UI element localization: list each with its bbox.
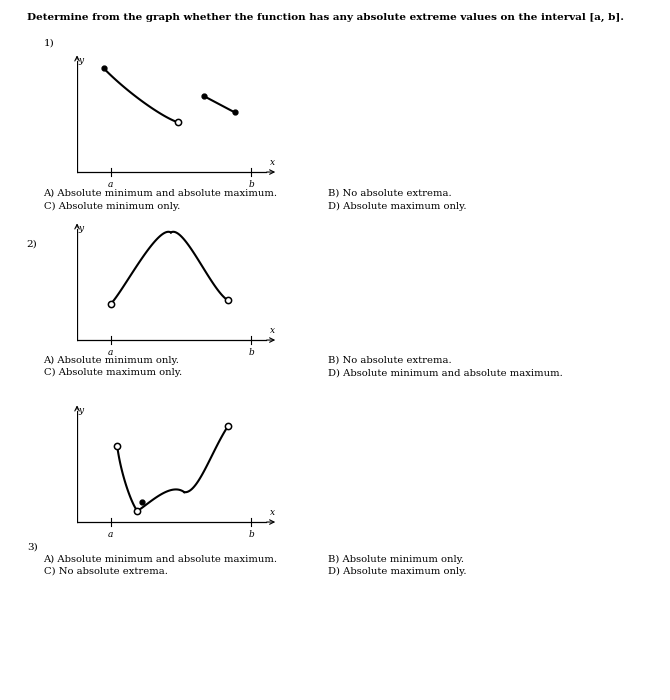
Text: D) Absolute maximum only.: D) Absolute maximum only. <box>328 567 467 576</box>
Text: B) Absolute minimum only.: B) Absolute minimum only. <box>328 554 464 564</box>
Text: x: x <box>270 508 275 517</box>
Text: Determine from the graph whether the function has any absolute extreme values on: Determine from the graph whether the fun… <box>27 13 624 22</box>
Text: b: b <box>249 181 254 190</box>
Text: x: x <box>270 326 275 335</box>
Text: C) No absolute extrema.: C) No absolute extrema. <box>44 567 168 576</box>
Text: A) Absolute minimum and absolute maximum.: A) Absolute minimum and absolute maximum… <box>44 554 277 564</box>
Text: x: x <box>270 158 275 167</box>
Text: a: a <box>108 181 113 190</box>
Text: B) No absolute extrema.: B) No absolute extrema. <box>328 189 452 198</box>
Text: B) No absolute extrema.: B) No absolute extrema. <box>328 356 452 365</box>
Text: D) Absolute maximum only.: D) Absolute maximum only. <box>328 202 467 211</box>
Text: a: a <box>108 531 113 540</box>
Text: y: y <box>79 56 84 65</box>
Text: y: y <box>79 224 84 233</box>
Text: a: a <box>108 349 113 358</box>
Text: b: b <box>249 349 254 358</box>
Text: y: y <box>79 406 84 415</box>
Text: D) Absolute minimum and absolute maximum.: D) Absolute minimum and absolute maximum… <box>328 368 563 377</box>
Text: 1): 1) <box>44 38 54 48</box>
Text: C) Absolute maximum only.: C) Absolute maximum only. <box>44 368 182 377</box>
Text: 2): 2) <box>27 239 38 248</box>
Text: A) Absolute minimum only.: A) Absolute minimum only. <box>44 356 180 365</box>
Text: A) Absolute minimum and absolute maximum.: A) Absolute minimum and absolute maximum… <box>44 189 277 198</box>
Text: b: b <box>249 531 254 540</box>
Text: 3): 3) <box>27 542 38 552</box>
Text: C) Absolute minimum only.: C) Absolute minimum only. <box>44 202 180 211</box>
